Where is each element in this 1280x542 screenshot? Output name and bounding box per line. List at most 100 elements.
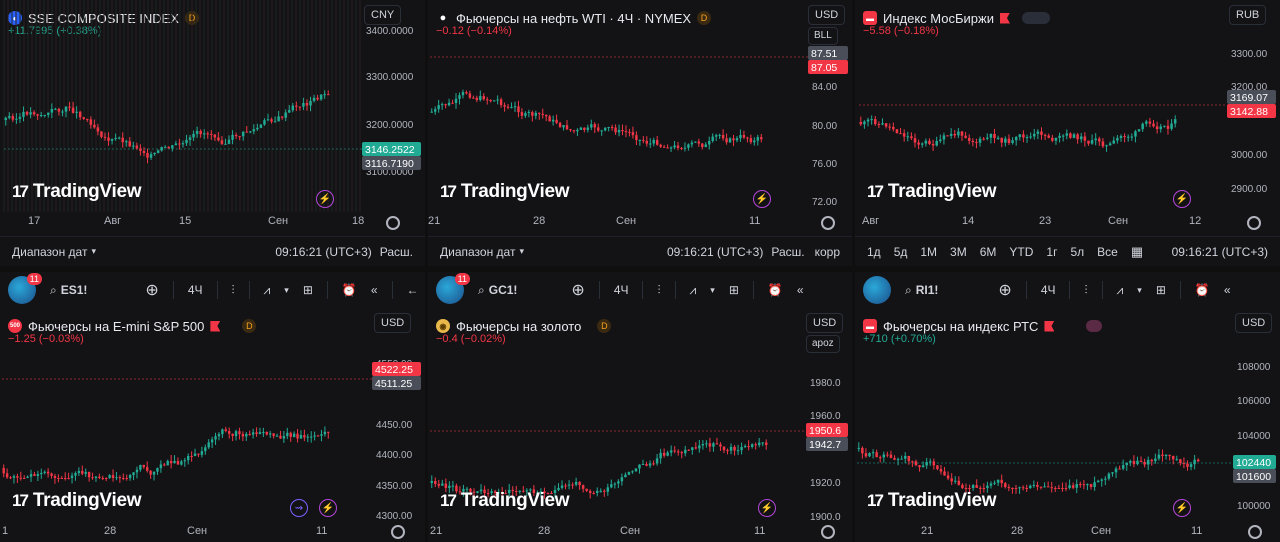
candlestick-chart[interactable]: 84.00 80.00 76.00 72.00 87.51 87.05	[428, 0, 852, 212]
panel-wti[interactable]: ● Фьючерсы на нефть WTI · 4Ч · NYMEX D −…	[428, 0, 852, 266]
clock-readout[interactable]: 09:16:21 (UTC+3)	[666, 244, 764, 259]
interval-button[interactable]: 4Ч	[187, 283, 203, 297]
time-axis[interactable]: 21 28 Сен 11	[428, 522, 852, 542]
chevron-down-icon[interactable]: ▾	[1137, 284, 1142, 295]
extended-hours-toggle[interactable]: Расш.	[379, 244, 413, 259]
time-axis[interactable]: 17 Авг 15 Сен 18	[0, 212, 425, 232]
calendar-icon[interactable]: ▦	[1130, 243, 1144, 259]
settings-icon[interactable]	[1247, 216, 1261, 230]
unit-selector[interactable]: apoz	[806, 335, 840, 353]
chevron-down-icon[interactable]: ▾	[519, 246, 524, 256]
settings-icon[interactable]	[391, 525, 405, 539]
candlestick-chart[interactable]: 4550.004450.004400.004350.004300.004522.…	[0, 308, 425, 522]
clock-readout[interactable]: 09:16:21 (UTC+3)	[275, 244, 372, 259]
range-3m[interactable]: 3М	[950, 244, 967, 259]
delayed-data-icon[interactable]: D	[242, 319, 257, 333]
candlestick-chart[interactable]: 3400.0000 3300.0000 3200.0000 3100.0000 3146…	[0, 0, 425, 212]
lightning-icon[interactable]: ⚡	[319, 499, 337, 517]
symbol-name[interactable]: Фьючерсы на индекс РТС	[883, 318, 1039, 334]
lightning-icon[interactable]: ⚡	[316, 190, 334, 208]
clock-readout[interactable]: 09:16:21 (UTC+3)	[1171, 244, 1268, 259]
symbol-search[interactable]: ⌕ GC1!	[478, 282, 518, 298]
chart-pane[interactable]: ◉ Фьючерсы на золото D −0.4 (−0.02%) USD…	[428, 308, 852, 542]
compare-icon[interactable]: ⇝	[290, 499, 308, 517]
time-axis[interactable]: 1 28 Сен 11	[0, 522, 425, 542]
range-6m[interactable]: 6М	[979, 244, 997, 259]
add-symbol-icon[interactable]: ⊕	[571, 282, 585, 299]
flag-icon[interactable]	[999, 12, 1010, 24]
replay-icon[interactable]: «	[1223, 283, 1231, 297]
settings-icon[interactable]	[821, 216, 835, 230]
time-axis[interactable]: Авг 14 23 Сен 12	[855, 212, 1280, 232]
add-symbol-icon[interactable]: ⊕	[145, 282, 159, 299]
panel-moex[interactable]: ▬ Индекс МосБиржи −5.58 (−0.18%) RUB 330…	[855, 0, 1280, 266]
time-axis[interactable]: 21 28 Сен 11	[428, 212, 852, 232]
chart-pane[interactable]: 500 Фьючерсы на E-mini S&P 500 D −1.25 (…	[0, 308, 425, 542]
extended-hours-toggle[interactable]: Расш.	[771, 244, 805, 259]
symbol-search[interactable]: ⌕ RI1!	[905, 282, 939, 298]
chart-type-icon[interactable]: ⫶	[657, 282, 661, 297]
candlestick-chart[interactable]: 108000 106000 104000 100000 102440 101600	[855, 308, 1280, 522]
time-axis[interactable]: 21 28 Сен 11	[855, 522, 1280, 542]
currency-selector[interactable]: USD	[808, 5, 846, 25]
lightning-icon[interactable]: ⚡	[1173, 190, 1191, 208]
flag-icon[interactable]	[1044, 320, 1055, 332]
alert-icon[interactable]: ⏰	[341, 283, 357, 297]
adjust-toggle[interactable]: корр	[814, 244, 840, 259]
panel-gold[interactable]: 11 ⌕ GC1! ⊕ 4Ч ⫶ ⩘ ▾ ⊞ ⏰ « ◉ Фьючерсы на з…	[428, 272, 852, 542]
interval-button[interactable]: 4Ч	[613, 283, 629, 297]
delayed-data-icon[interactable]: D	[697, 11, 712, 25]
currency-selector[interactable]: USD	[1235, 313, 1273, 333]
symbol-name[interactable]: Фьючерсы на нефть WTI · 4Ч · NYMEX	[456, 10, 692, 26]
symbol-search[interactable]: ⌕ ES1!	[50, 282, 88, 298]
chevron-down-icon[interactable]: ▾	[710, 284, 715, 295]
candlestick-chart[interactable]: 1980.0 1960.0 1920.0 1900.0 1950.6 1942.7	[428, 308, 852, 522]
toggle-icon[interactable]	[1086, 320, 1103, 332]
chevron-down-icon[interactable]: ▾	[91, 246, 96, 256]
replay-icon[interactable]: «	[796, 283, 804, 297]
layout-icon[interactable]: ⊞	[728, 283, 739, 297]
replay-icon[interactable]: «	[370, 283, 378, 297]
layout-icon[interactable]: ⊞	[1155, 283, 1166, 297]
interval-button[interactable]: 4Ч	[1040, 283, 1056, 297]
range-5y[interactable]: 5л	[1070, 244, 1085, 259]
lightning-icon[interactable]: ⚡	[758, 499, 776, 517]
chevron-down-icon[interactable]: ▾	[284, 284, 289, 295]
symbol-name[interactable]: Фьючерсы на золото	[456, 318, 582, 334]
settings-icon[interactable]	[1248, 525, 1262, 539]
indicators-icon[interactable]: ⩘	[689, 282, 697, 297]
symbol-name[interactable]: Фьючерсы на E-mini S&P 500	[28, 318, 205, 334]
chart-type-icon[interactable]: ⫶	[231, 282, 235, 297]
chart-type-icon[interactable]: ⫶	[1084, 282, 1088, 297]
range-1m[interactable]: 1М	[920, 244, 938, 259]
avatar[interactable]: 11	[436, 273, 470, 304]
currency-selector[interactable]: USD	[806, 313, 844, 333]
range-1d[interactable]: 1д	[867, 244, 881, 259]
currency-selector[interactable]: USD	[374, 313, 412, 333]
currency-selector[interactable]: CNY	[364, 5, 402, 25]
avatar[interactable]: 11	[8, 273, 42, 304]
symbol-name[interactable]: Индекс МосБиржи	[883, 10, 994, 26]
indicators-icon[interactable]: ⩘	[1116, 282, 1124, 297]
flag-icon[interactable]	[210, 320, 221, 332]
settings-icon[interactable]	[821, 525, 835, 539]
layout-icon[interactable]: ⊞	[302, 283, 313, 297]
currency-selector[interactable]: RUB	[1229, 5, 1267, 25]
range-1y[interactable]: 1г	[1046, 244, 1058, 259]
candlestick-chart[interactable]: 3300.00 3200.00 3000.00 2900.00 3169.07 3142.…	[855, 0, 1280, 212]
alert-icon[interactable]: ⏰	[1194, 283, 1210, 297]
range-ytd[interactable]: YTD	[1009, 244, 1034, 259]
chart-pane[interactable]: ▬ Фьючерсы на индекс РТС +710 (+0.70%) U…	[855, 308, 1280, 542]
delayed-data-icon[interactable]: D	[597, 319, 612, 333]
avatar[interactable]	[863, 276, 891, 304]
toggle-icon[interactable]	[1021, 12, 1050, 24]
back-arrow-icon[interactable]: ←	[406, 283, 419, 297]
date-range-button[interactable]: Диапазон дат	[440, 244, 516, 259]
date-range-button[interactable]: Диапазон дат	[12, 244, 88, 259]
settings-icon[interactable]	[386, 216, 400, 230]
add-symbol-icon[interactable]: ⊕	[998, 282, 1012, 299]
alert-icon[interactable]: ⏰	[767, 283, 783, 297]
lightning-icon[interactable]: ⚡	[1173, 499, 1191, 517]
panel-rts[interactable]: ⌕ RI1! ⊕ 4Ч ⫶ ⩘ ▾ ⊞ ⏰ « ▬ Фьючерсы на инде…	[855, 272, 1280, 542]
lightning-icon[interactable]: ⚡	[753, 190, 771, 208]
